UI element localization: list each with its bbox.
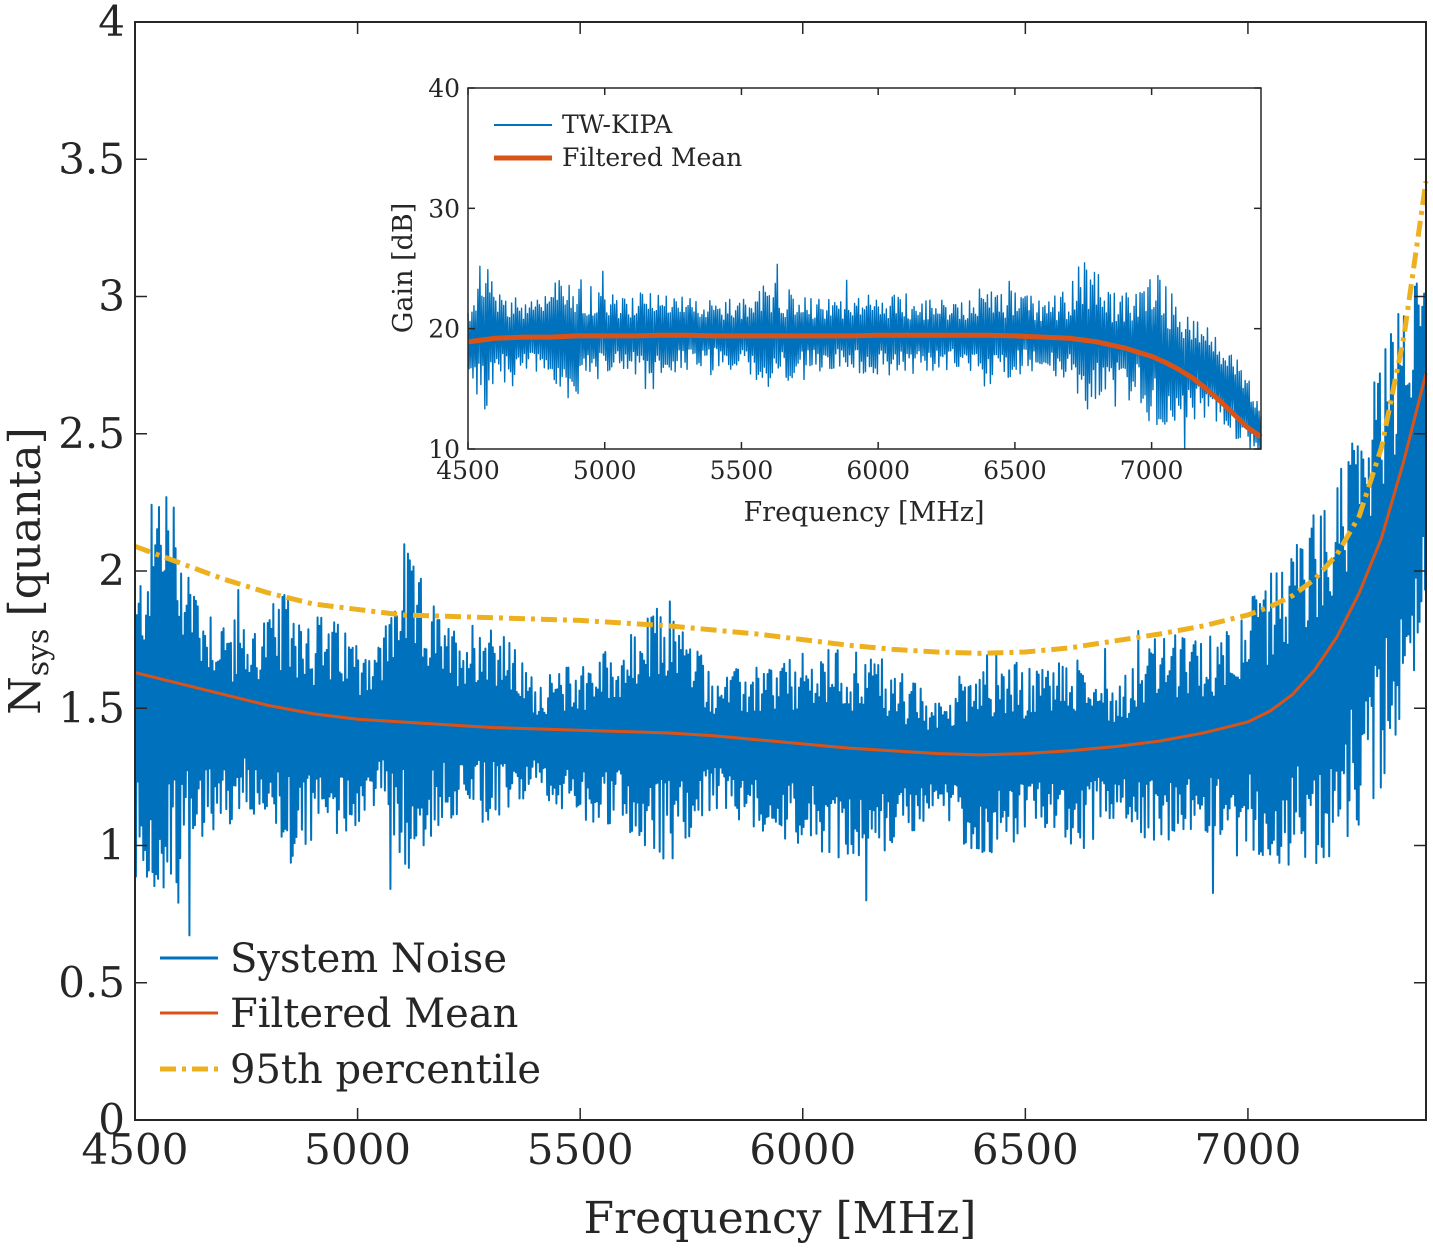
main-x-tick-label: 4500 xyxy=(82,1125,189,1174)
main-legend-label-filtered-mean: Filtered Mean xyxy=(230,991,518,1037)
main-x-tick-label: 5500 xyxy=(527,1125,634,1174)
inset-series-filtered-mean xyxy=(467,332,1263,440)
main-y-tick-label: 3 xyxy=(98,272,125,321)
main-y-tick-label: 2 xyxy=(98,546,125,595)
main-y-tick-label: 0.5 xyxy=(58,958,125,1007)
inset-legend-label-filtered-mean: Filtered Mean xyxy=(562,143,742,172)
main-y-axis-title: Nsys [quanta] xyxy=(0,427,56,715)
inset-ticks-layer: 4500 5000 5500 6000 6500 7000 10 20 30 40 xyxy=(428,74,1261,485)
main-legend: System Noise Filtered Mean 95th percenti… xyxy=(160,936,541,1093)
main-y-axis-symbol: N xyxy=(0,676,51,715)
inset-x-tick-label: 7000 xyxy=(1120,456,1184,485)
inset-series-layer xyxy=(467,262,1263,450)
main-x-tick-label: 6000 xyxy=(749,1125,856,1174)
main-series-filtered-mean xyxy=(134,372,1428,757)
inset-x-tick-label: 5500 xyxy=(710,456,774,485)
main-x-tick-label: 7000 xyxy=(1194,1125,1301,1174)
main-legend-label-95th-percentile: 95th percentile xyxy=(230,1047,541,1093)
main-y-tick-label: 0 xyxy=(98,1095,125,1144)
main-legend-label-system-noise: System Noise xyxy=(230,936,507,982)
main-series-layer xyxy=(134,180,1429,937)
svg-text:Nsys[quanta]: Nsys [quanta] xyxy=(0,427,56,715)
inset-legend: TW-KIPA Filtered Mean xyxy=(494,110,742,172)
inset-x-tick-label: 4500 xyxy=(436,456,500,485)
inset-legend-label-tw-kipa: TW-KIPA xyxy=(562,110,673,139)
main-y-tick-label: 2.5 xyxy=(58,409,125,458)
main-y-tick-label: 1 xyxy=(98,821,125,870)
inset-x-tick-label: 6500 xyxy=(983,456,1047,485)
inset-x-tick-label: 6000 xyxy=(846,456,910,485)
inset-y-tick-label: 30 xyxy=(428,194,460,223)
inset-axes-box xyxy=(467,87,1262,450)
main-y-axis-subscript: sys xyxy=(21,629,56,677)
main-ticks-layer: 4500 5000 5500 6000 6500 7000 0 0.5 1 1.5 2 2.5 3 3.5… xyxy=(58,0,1426,1174)
main-y-tick-label: 1.5 xyxy=(58,683,125,732)
inset-y-tick-label: 20 xyxy=(428,315,460,344)
main-x-axis-title: Frequency [MHz] xyxy=(584,1193,977,1244)
inset-y-axis-title: Gain [dB] xyxy=(388,203,419,333)
main-y-tick-label: 4 xyxy=(98,0,125,46)
main-x-tick-label: 5000 xyxy=(304,1125,411,1174)
main-x-tick-label: 6500 xyxy=(972,1125,1079,1174)
inset-y-tick-label: 10 xyxy=(428,435,460,464)
main-y-tick-label: 3.5 xyxy=(58,134,125,183)
main-series-95th-percentile xyxy=(134,180,1429,656)
inset-y-tick-label: 40 xyxy=(428,74,460,103)
main-y-axis-unit: [quanta] xyxy=(0,427,51,616)
inset-plot: 4500 5000 5500 6000 6500 7000 10 20 30 40 Frequen… xyxy=(388,74,1263,528)
inset-x-tick-label: 5000 xyxy=(573,456,637,485)
inset-x-axis-title: Frequency [MHz] xyxy=(743,497,984,528)
